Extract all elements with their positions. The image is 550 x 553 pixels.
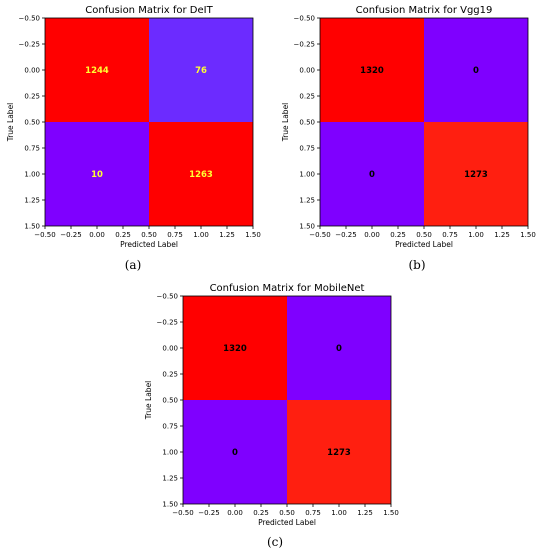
cell-value-label: 1263 [189,170,213,180]
x-tick-label: −0.25 [335,231,356,239]
y-tick-label: 0.00 [24,67,40,75]
cell-value-label: 76 [195,66,207,76]
cell-value-label: 0 [369,170,375,180]
x-tick-label: 1.50 [520,231,536,239]
confusion-matrix-deit: Confusion Matrix for DeIT 1244 76 10 1263 −0.… [0,0,275,255]
matrix-cell [149,18,253,122]
cell-value-label: 1244 [85,66,109,76]
y-tick-label: 0.00 [162,345,178,353]
y-tick-label: 0.50 [162,397,178,405]
y-tick-label: 1.25 [162,475,178,483]
chart-svg-vgg19: Confusion Matrix for Vgg19 1320 0 0 1273 −0.5… [281,5,536,249]
cell-value-label: 10 [91,170,103,180]
y-tick-label: 1.00 [299,171,315,179]
cell-value-label: 1273 [327,448,351,458]
cell-value-label: 0 [336,344,342,354]
y-axis-label: True Label [6,103,15,143]
y-tick-label: 0.75 [24,145,40,153]
x-axis-label: Predicted Label [120,240,178,249]
x-tick-label: 0.00 [364,231,380,239]
chart-title: Confusion Matrix for Vgg19 [356,5,493,16]
x-tick-label: 0.00 [227,509,243,517]
x-tick-label: 0.75 [305,509,321,517]
chart-title: Confusion Matrix for MobileNet [210,283,365,294]
matrix-cell [45,18,149,122]
x-tick-label: 1.25 [219,231,235,239]
y-tick-label: 1.00 [24,171,40,179]
x-tick-label: 0.75 [442,231,458,239]
matrix-cell [424,122,528,226]
x-tick-label: 1.00 [193,231,209,239]
x-tick-label: 0.75 [167,231,183,239]
cell-value-label: 1320 [223,344,247,354]
y-tick-label: 1.50 [299,223,315,231]
chart-svg-mobilenet: Confusion Matrix for MobileNet 1320 0 0 1273… [144,283,399,527]
matrix-cell [45,122,149,226]
x-axis-label: Predicted Label [258,518,316,527]
x-tick-label: −0.50 [172,509,193,517]
y-tick-label: 1.25 [299,197,315,205]
cell-value-label: 0 [232,448,238,458]
x-tick-label: 1.00 [468,231,484,239]
y-axis-label: True Label [144,381,153,421]
y-tick-label: 0.75 [299,145,315,153]
chart-svg-deit: Confusion Matrix for DeIT 1244 76 10 1263 −0.… [6,5,261,249]
x-tick-label: −0.50 [309,231,330,239]
y-tick-label: 0.25 [24,93,40,101]
caption-b: (b) [408,258,426,272]
matrix-cell [287,400,391,504]
y-tick-label: −0.50 [19,15,40,23]
cell-value-label: 0 [473,66,479,76]
y-tick-label: 1.50 [24,223,40,231]
matrix-cell [287,296,391,400]
y-tick-label: −0.25 [294,41,315,49]
y-tick-label: 0.50 [24,119,40,127]
x-tick-label: 0.50 [141,231,157,239]
x-tick-label: −0.25 [60,231,81,239]
y-tick-label: −0.50 [294,15,315,23]
y-tick-label: 0.25 [162,371,178,379]
x-tick-label: 0.50 [279,509,295,517]
x-tick-label: 1.50 [245,231,261,239]
x-tick-label: 1.00 [331,509,347,517]
matrix-cell [183,400,287,504]
y-tick-label: 1.25 [24,197,40,205]
y-tick-label: 0.00 [299,67,315,75]
y-tick-label: 1.50 [162,501,178,509]
x-tick-label: −0.50 [34,231,55,239]
confusion-matrix-vgg19: Confusion Matrix for Vgg19 1320 0 0 1273 −0.5… [275,0,550,255]
cell-value-label: 1320 [360,66,384,76]
caption-a: (a) [124,258,142,272]
caption-c: (c) [266,535,284,549]
x-tick-label: −0.25 [198,509,219,517]
x-tick-label: 1.50 [383,509,399,517]
matrix-cell [424,18,528,122]
matrix-cell [149,122,253,226]
y-tick-label: 1.00 [162,449,178,457]
x-tick-label: 1.25 [357,509,373,517]
y-tick-label: −0.25 [157,319,178,327]
confusion-matrix-mobilenet: Confusion Matrix for MobileNet 1320 0 0 1273… [138,278,413,533]
x-tick-label: 0.25 [253,509,269,517]
y-axis-label: True Label [281,103,290,143]
y-tick-label: −0.50 [157,293,178,301]
x-tick-label: 0.00 [89,231,105,239]
chart-title: Confusion Matrix for DeIT [85,5,213,16]
x-tick-label: 0.50 [416,231,432,239]
y-tick-label: 0.50 [299,119,315,127]
cell-value-label: 1273 [464,170,488,180]
x-axis-label: Predicted Label [395,240,453,249]
x-tick-label: 1.25 [494,231,510,239]
y-tick-label: −0.25 [19,41,40,49]
matrix-cell [320,18,424,122]
matrix-cell [183,296,287,400]
x-tick-label: 0.25 [390,231,406,239]
matrix-cell [320,122,424,226]
y-tick-label: 0.75 [162,423,178,431]
y-tick-label: 0.25 [299,93,315,101]
x-tick-label: 0.25 [115,231,131,239]
